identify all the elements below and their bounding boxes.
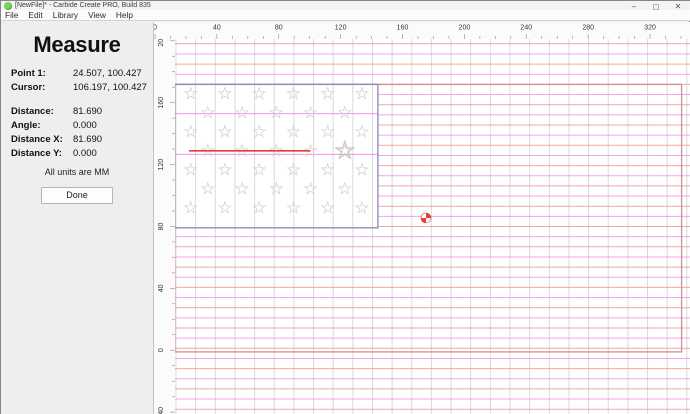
svg-text:40: 40 [213,25,221,32]
svg-text:320: 320 [644,25,656,32]
svg-text:0: 0 [158,348,165,352]
svg-text:120: 120 [335,25,347,32]
svg-text:-40: -40 [158,407,165,414]
svg-text:200: 200 [158,39,165,47]
svg-text:0: 0 [154,25,157,32]
svg-text:200: 200 [459,25,471,32]
svg-text:40: 40 [158,284,165,292]
svg-text:120: 120 [158,159,165,171]
svg-text:80: 80 [275,25,283,32]
svg-text:160: 160 [397,25,409,32]
svg-text:280: 280 [582,25,594,32]
svg-text:240: 240 [520,25,532,32]
svg-text:160: 160 [158,97,165,109]
svg-text:80: 80 [158,222,165,230]
